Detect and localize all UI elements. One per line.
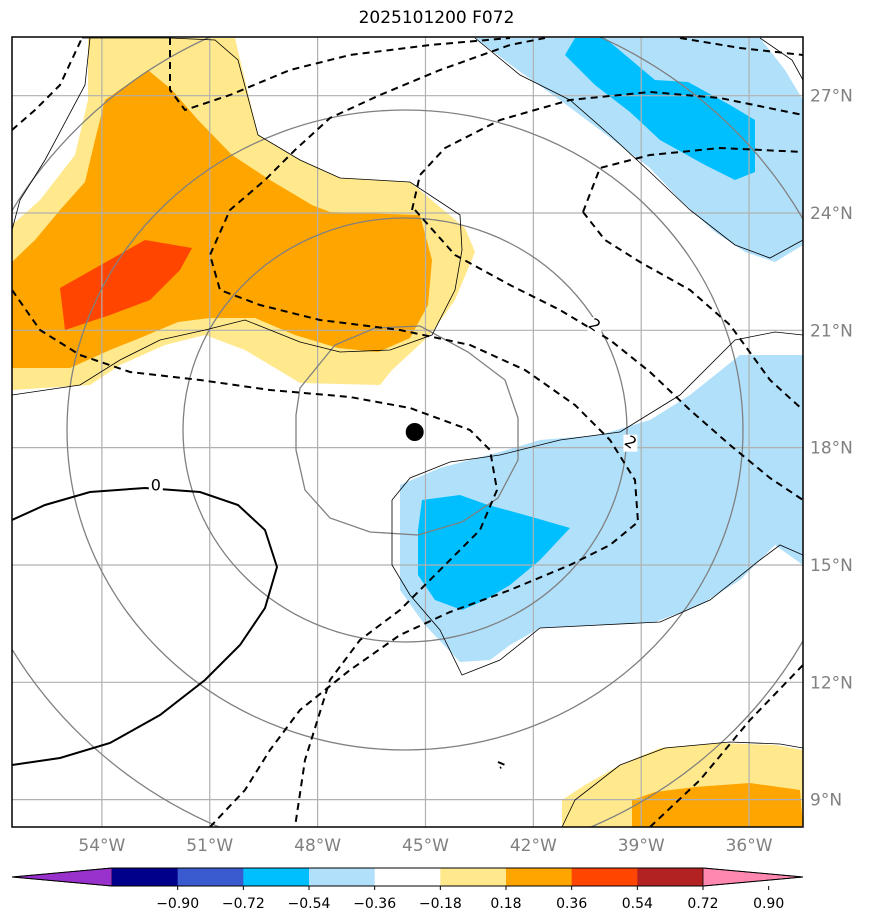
colorbar-tick-label: −0.72 xyxy=(222,896,265,912)
longitude-tick-label: 45°W xyxy=(402,836,449,856)
dashed-contour-j xyxy=(679,37,803,56)
colorbar-tick-label: −0.18 xyxy=(419,896,462,912)
warm-shade-orange-se xyxy=(632,783,803,827)
contour-label: 0 xyxy=(151,476,161,495)
storm-center-marker xyxy=(405,423,424,441)
colorbar-segment xyxy=(374,868,441,886)
range-ring-2 xyxy=(182,217,628,643)
dashed-contour-i xyxy=(649,664,803,827)
colorbar-segment xyxy=(637,868,704,886)
colorbar-tick-label: −0.54 xyxy=(288,896,331,912)
dashed-contour-c xyxy=(12,289,499,827)
latitude-tick-label: 21°N xyxy=(810,321,853,341)
colorbar-tick-label: 0.36 xyxy=(556,896,587,912)
dashed-contour-g xyxy=(582,146,803,213)
latitude-tick-label: 24°N xyxy=(810,204,853,224)
solid-contours xyxy=(12,486,279,766)
latitude-tick-label: 18°N xyxy=(810,439,853,459)
thin-contours xyxy=(12,37,803,827)
colorbar-tick-label: −0.90 xyxy=(156,896,199,912)
colorbar-segment xyxy=(309,868,376,886)
colorbar-segment xyxy=(177,868,244,886)
contour-label-background xyxy=(587,317,602,335)
dashed-contour-b xyxy=(169,37,511,112)
map-frame xyxy=(11,36,804,828)
dashed-contour-d xyxy=(208,37,640,827)
colorbar-tick-label: −0.36 xyxy=(353,896,396,912)
cold-shade-light-ne xyxy=(475,38,803,262)
dashed-contours xyxy=(12,37,803,827)
colorbar-tick-labels: −0.90 −0.72 −0.54 −0.36 −0.18 0.18 0.36 0.54 0.7… xyxy=(156,896,784,912)
colorbar-under-arrow xyxy=(11,867,113,887)
longitude-tick-label: 36°W xyxy=(726,836,773,856)
colorbar-outline xyxy=(11,867,804,887)
colorbar-segment xyxy=(506,868,573,886)
colorbar-segment xyxy=(243,868,310,886)
thin-contour-ne-2 xyxy=(759,37,803,81)
colorbar-segment xyxy=(440,868,507,886)
figure-title: 2025101200 F072 xyxy=(358,8,515,28)
longitude-tick-label: 48°W xyxy=(294,836,341,856)
colorbar xyxy=(11,867,804,890)
dashed-contour-a xyxy=(12,37,83,131)
colorbar-over-arrow xyxy=(702,867,804,887)
thin-contour-nw-2 xyxy=(12,37,91,231)
latitude-tick-label: 12°N xyxy=(810,673,853,693)
thin-contour-center xyxy=(391,331,803,501)
dashed-contour-h xyxy=(582,211,803,411)
colorbar-segment xyxy=(112,868,179,886)
zero-contour xyxy=(12,486,279,766)
range-rings xyxy=(12,37,803,827)
cold-shade-blue-ne xyxy=(565,38,755,180)
contour-label-background xyxy=(623,434,638,452)
contour-labels: 022 xyxy=(148,314,640,495)
thin-contour-center-2 xyxy=(391,500,803,676)
range-ring-3 xyxy=(66,109,744,751)
range-ring-1 xyxy=(295,325,519,536)
contour-label-background xyxy=(148,477,163,495)
longitude-tick-label: 42°W xyxy=(510,836,557,856)
thin-contour-ne xyxy=(474,37,803,259)
colorbar-tick-label: 0.18 xyxy=(490,896,521,912)
colorbar-tick-label: 0.54 xyxy=(622,896,653,912)
latitude-tick-label: 9°N xyxy=(810,791,842,811)
thin-contour-nw xyxy=(12,37,463,396)
dashed-contour-e xyxy=(411,90,803,211)
longitude-tick-label: 54°W xyxy=(78,836,125,856)
longitude-tick-label: 39°W xyxy=(618,836,665,856)
colorbar-tick-label: 0.90 xyxy=(753,896,784,912)
dashed-contour-f xyxy=(414,209,803,501)
colorbar-segment xyxy=(571,868,638,886)
latitude-tick-labels: 9°N 12°N 15°N 18°N 21°N 24°N 27°N xyxy=(810,87,853,811)
colorbar-tick-label: 0.72 xyxy=(687,896,718,912)
longitude-tick-labels: 54°W 51°W 48°W 45°W 42°W 39°W 36°W xyxy=(78,836,772,856)
latitude-tick-label: 27°N xyxy=(810,87,853,107)
longitude-tick-label: 51°W xyxy=(186,836,233,856)
thin-contour-se xyxy=(561,741,803,827)
map-gridlines xyxy=(12,37,803,827)
latitude-tick-label: 15°N xyxy=(810,556,853,576)
dashed-contour-k xyxy=(497,761,508,769)
